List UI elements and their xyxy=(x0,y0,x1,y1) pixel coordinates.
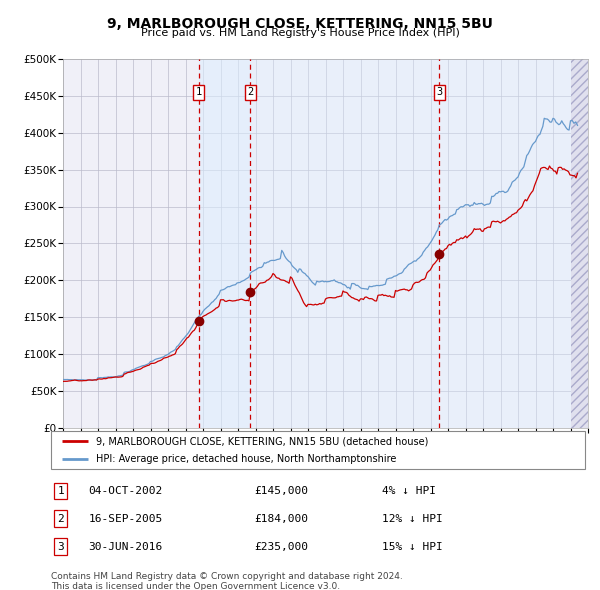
Bar xyxy=(439,0,571,428)
Bar xyxy=(199,0,250,428)
Text: 04-OCT-2002: 04-OCT-2002 xyxy=(88,486,163,496)
Text: Contains HM Land Registry data © Crown copyright and database right 2024.: Contains HM Land Registry data © Crown c… xyxy=(51,572,403,581)
Text: 9, MARLBOROUGH CLOSE, KETTERING, NN15 5BU: 9, MARLBOROUGH CLOSE, KETTERING, NN15 5B… xyxy=(107,17,493,31)
Text: HPI: Average price, detached house, North Northamptonshire: HPI: Average price, detached house, Nort… xyxy=(97,454,397,464)
Text: 3: 3 xyxy=(436,87,442,97)
Text: £235,000: £235,000 xyxy=(254,542,308,552)
Text: £145,000: £145,000 xyxy=(254,486,308,496)
Text: 2: 2 xyxy=(247,87,254,97)
Text: £184,000: £184,000 xyxy=(254,513,308,523)
Text: This data is licensed under the Open Government Licence v3.0.: This data is licensed under the Open Gov… xyxy=(51,582,340,590)
Bar xyxy=(250,0,439,428)
Text: 2: 2 xyxy=(57,513,64,523)
FancyBboxPatch shape xyxy=(51,431,585,469)
Text: 9, MARLBOROUGH CLOSE, KETTERING, NN15 5BU (detached house): 9, MARLBOROUGH CLOSE, KETTERING, NN15 5B… xyxy=(97,437,429,447)
Text: 16-SEP-2005: 16-SEP-2005 xyxy=(88,513,163,523)
Text: 4% ↓ HPI: 4% ↓ HPI xyxy=(382,486,436,496)
Text: 1: 1 xyxy=(57,486,64,496)
Text: Price paid vs. HM Land Registry's House Price Index (HPI): Price paid vs. HM Land Registry's House … xyxy=(140,28,460,38)
Text: 1: 1 xyxy=(196,87,202,97)
Bar xyxy=(571,0,597,428)
Text: 3: 3 xyxy=(57,542,64,552)
Text: 30-JUN-2016: 30-JUN-2016 xyxy=(88,542,163,552)
Text: 12% ↓ HPI: 12% ↓ HPI xyxy=(382,513,443,523)
Text: 15% ↓ HPI: 15% ↓ HPI xyxy=(382,542,443,552)
